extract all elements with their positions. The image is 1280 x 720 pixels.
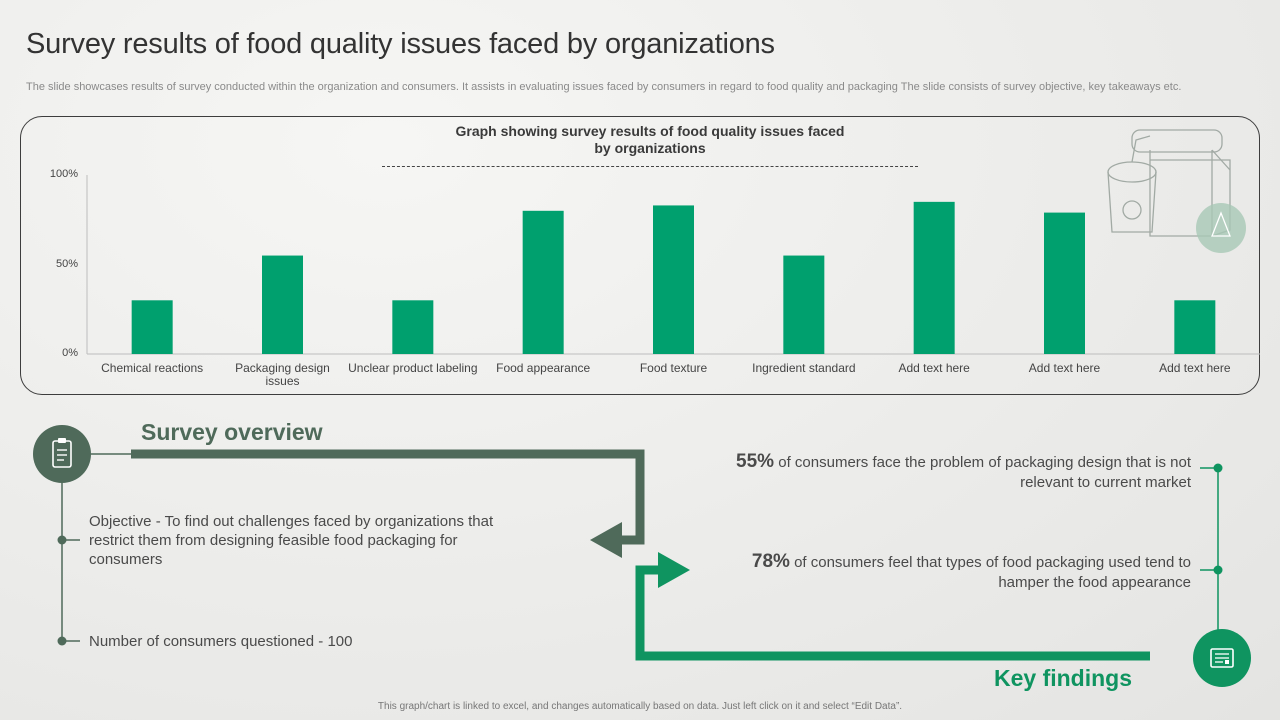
- bar: [522, 210, 564, 354]
- bar: [1044, 212, 1085, 354]
- x-tick-line: Food texture: [639, 361, 708, 375]
- bar: [653, 205, 694, 354]
- chart-title-divider: [382, 166, 918, 167]
- finding-text: of consumers feel that types of food pac…: [789, 554, 1191, 591]
- x-tick-line: Add text here: [1028, 361, 1101, 375]
- x-tick-line: Unclear product labeling: [348, 361, 478, 375]
- y-tick-label: 50%: [55, 257, 78, 270]
- x-tick-line: Packaging design: [235, 361, 330, 375]
- y-tick-label: 100%: [49, 168, 78, 180]
- key-findings-heading: Key findings: [994, 665, 1133, 691]
- consumers-questioned-text: Number of consumers questioned - 100: [89, 633, 353, 650]
- x-tick-line: Ingredient standard: [752, 361, 856, 375]
- y-tick-label: 0%: [62, 347, 78, 359]
- x-tick-line: Chemical reactions: [101, 361, 204, 375]
- finding-item: 55% of consumers face the problem of pac…: [731, 452, 1191, 493]
- bar: [131, 300, 173, 354]
- overview-circle: [33, 425, 91, 483]
- decor-triangle: [1211, 211, 1231, 237]
- clipboard-icon: [52, 438, 72, 468]
- findings-connector: [635, 463, 1223, 661]
- x-tick-label: Chemical reactions: [87, 362, 217, 375]
- x-tick-label: Food texture: [609, 362, 739, 375]
- survey-overview-heading: Survey overview: [141, 419, 323, 445]
- chart-frame: [20, 116, 1260, 395]
- chart-title-line1: Graph showing survey results of food qua…: [455, 123, 845, 139]
- finding-percent: 78%: [751, 551, 790, 572]
- x-tick-line: Add text here: [898, 361, 970, 375]
- bar: [913, 201, 955, 354]
- objective-text: Objective - To find out challenges faced…: [89, 513, 494, 568]
- bar: [262, 255, 303, 354]
- x-tick-line: Food appearance: [496, 361, 591, 375]
- x-tick-label: Ingredient standard: [739, 362, 869, 375]
- footer-note: This graph/chart is linked to excel, and…: [377, 701, 903, 712]
- bar: [392, 300, 434, 354]
- finding-percent: 55%: [736, 451, 775, 472]
- findings-circle: [1193, 629, 1251, 687]
- finding-text: of consumers face the problem of packagi…: [774, 454, 1191, 491]
- x-tick-line: Add text here: [1159, 361, 1231, 375]
- page-title: Survey results of food quality issues fa…: [26, 28, 775, 60]
- x-tick-label: Food appearance: [478, 362, 608, 375]
- x-tick-label: Packaging design issues: [218, 362, 348, 388]
- finding-item: 78% of consumers feel that types of food…: [731, 552, 1191, 593]
- bar: [783, 255, 825, 354]
- chart-title: Graph showing survey results of food qua…: [380, 123, 920, 157]
- chart-title-line2: by organizations: [594, 140, 706, 156]
- page-description: The slide showcases results of survey co…: [26, 81, 1182, 93]
- x-tick-label: Add text here: [869, 362, 999, 375]
- x-tick-line: issues: [265, 374, 300, 388]
- report-icon: [1210, 648, 1234, 668]
- x-tick-label: Unclear product labeling: [348, 362, 478, 375]
- overview-connector: [57, 449, 645, 646]
- decor-circle: [1196, 203, 1246, 253]
- x-tick-label: Add text here: [1130, 362, 1260, 375]
- x-tick-label: Add text here: [1000, 362, 1130, 375]
- bar: [1174, 300, 1216, 354]
